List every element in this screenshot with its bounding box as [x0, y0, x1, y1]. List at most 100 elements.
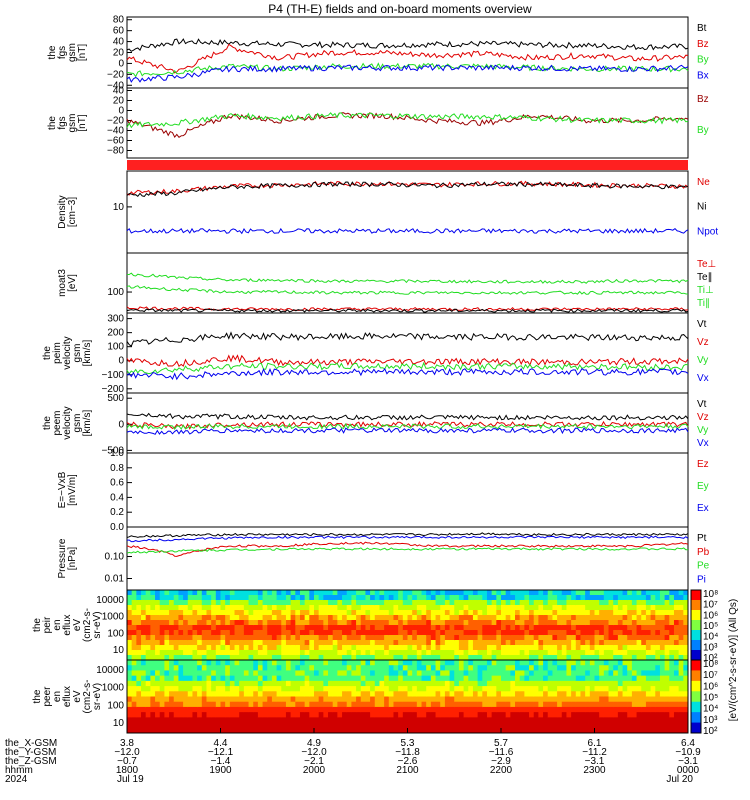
y-tick-label: −20 — [107, 69, 124, 80]
heatmap-cell — [519, 595, 525, 601]
heatmap-cell — [127, 691, 133, 697]
heatmap-cell — [220, 660, 226, 666]
heatmap-cell — [449, 712, 455, 718]
heatmap-cell — [505, 660, 511, 666]
heatmap-cell — [416, 600, 423, 606]
heatmap-cell — [281, 635, 287, 641]
colorbar-tick-label: 10⁸ — [703, 589, 718, 600]
heatmap-cell — [164, 686, 170, 692]
panel-frame — [126, 16, 689, 89]
heatmap-cell — [127, 625, 133, 631]
y-tick-label: 20 — [113, 96, 125, 107]
heatmap-cell — [379, 650, 385, 656]
heatmap-cell — [538, 696, 544, 703]
heatmap-cell — [332, 701, 338, 708]
heatmap-cell — [449, 655, 455, 661]
heatmap-cell — [594, 605, 600, 611]
heatmap-cell — [407, 712, 413, 718]
heatmap-cell — [178, 670, 184, 677]
heatmap-cell — [332, 600, 338, 606]
x-tick-label: −3.1 — [585, 756, 605, 767]
y-tick-label: −60 — [107, 136, 124, 147]
heatmap-cell — [641, 650, 647, 656]
heatmap-cell — [589, 615, 595, 621]
heatmap-cell — [664, 680, 670, 687]
heatmap-cell — [599, 655, 605, 661]
heatmap-cell — [141, 701, 147, 708]
heatmap-cell — [454, 640, 460, 646]
heatmap-cell — [449, 645, 455, 651]
heatmap-cell — [566, 660, 572, 666]
heatmap-cell — [416, 706, 423, 713]
heatmap-cell — [538, 675, 544, 682]
heatmap-cell — [421, 696, 427, 703]
heatmap-cell — [468, 625, 474, 631]
heatmap-cell — [234, 640, 240, 646]
heatmap-cell — [388, 635, 394, 641]
heatmap-cell — [131, 610, 137, 616]
heatmap-cell — [192, 691, 198, 697]
heatmap-cell — [482, 722, 488, 729]
heatmap-cell — [472, 645, 479, 651]
heatmap-cell — [192, 605, 198, 611]
heatmap-cell — [458, 600, 465, 606]
heatmap-cell — [454, 727, 460, 734]
heatmap-cell — [472, 600, 479, 606]
heatmap-cell — [543, 620, 549, 626]
heatmap-cell — [683, 625, 689, 631]
heatmap-cell — [655, 655, 661, 661]
heatmap-cell — [267, 717, 273, 724]
heatmap-cell — [360, 620, 366, 626]
heatmap-cell — [201, 620, 207, 626]
heatmap-cell — [276, 691, 282, 697]
heatmap-cell — [622, 680, 628, 687]
heatmap-cell — [631, 600, 638, 606]
heatmap-cell — [299, 660, 306, 666]
heatmap-cell — [631, 605, 638, 611]
heatmap-cell — [444, 712, 451, 718]
heatmap-cell — [678, 635, 684, 641]
heatmap-cell — [393, 640, 399, 646]
heatmap-cell — [164, 712, 170, 718]
heatmap-cell — [267, 722, 273, 729]
heatmap-cell — [374, 620, 380, 626]
heatmap-cell — [435, 670, 441, 677]
heatmap-cell — [580, 615, 586, 621]
heatmap-cell — [552, 727, 558, 734]
heatmap-cell — [547, 605, 553, 611]
heatmap-cell — [402, 712, 408, 718]
heatmap-cell — [281, 630, 287, 636]
y-tick-label: −100 — [101, 370, 124, 381]
heatmap-cell — [529, 625, 535, 631]
heatmap-cell — [529, 650, 535, 656]
heatmap-cell — [225, 696, 231, 703]
heatmap-cell — [346, 660, 352, 666]
heatmap-cell — [515, 701, 521, 708]
heatmap-cell — [374, 722, 380, 729]
heatmap-cell — [589, 680, 595, 687]
heatmap-cell — [529, 640, 535, 646]
heatmap-cell — [613, 615, 619, 621]
heatmap-cell — [295, 600, 301, 606]
heatmap-cell — [155, 625, 161, 631]
heatmap-cell — [262, 645, 268, 651]
heatmap-cell — [402, 727, 408, 734]
legend-Bz: Bz — [697, 94, 709, 105]
heatmap-cell — [314, 595, 320, 601]
heatmap-cell — [435, 625, 441, 631]
heatmap-cell — [346, 696, 352, 703]
heatmap-cell — [552, 660, 558, 666]
heatmap-cell — [239, 706, 245, 713]
heatmap-cell — [594, 722, 600, 729]
heatmap-cell — [276, 680, 282, 687]
heatmap-cell — [356, 595, 362, 601]
heatmap-cell — [486, 696, 493, 703]
heatmap-cell — [402, 701, 408, 708]
heatmap-cell — [332, 665, 338, 671]
heatmap-cell — [613, 595, 619, 601]
heatmap-cell — [374, 680, 380, 687]
heatmap-cell — [192, 675, 198, 682]
heatmap-cell — [169, 655, 175, 661]
heatmap-cell — [407, 645, 413, 651]
heatmap-cell — [398, 590, 404, 596]
